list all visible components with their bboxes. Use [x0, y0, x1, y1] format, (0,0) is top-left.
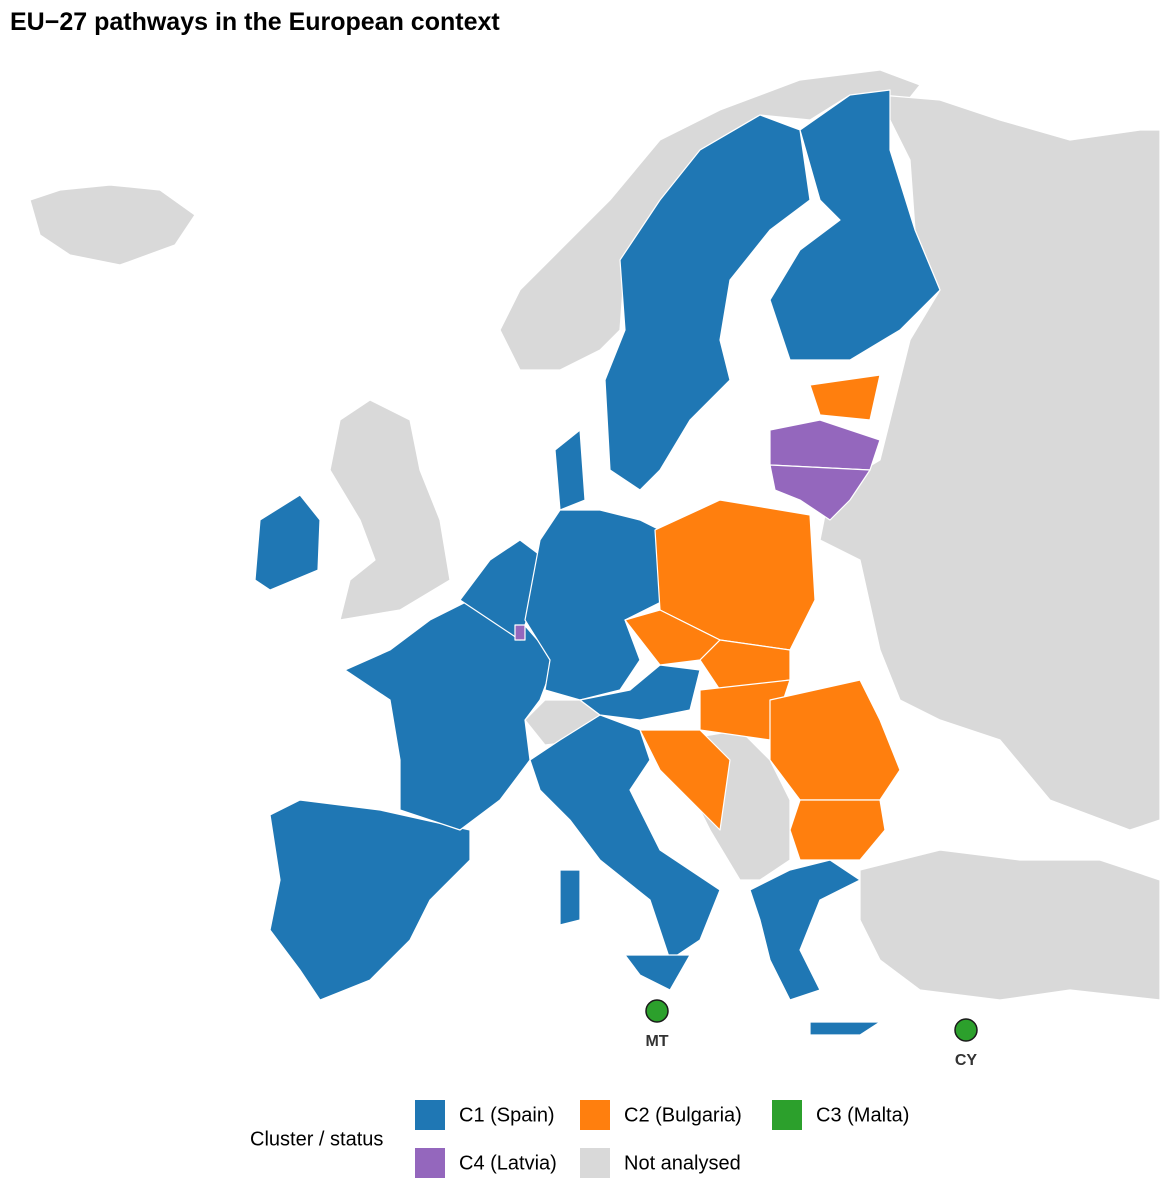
country: [514, 624, 526, 641]
country: [769, 89, 941, 361]
legend-label: C1 (Spain): [459, 1104, 555, 1126]
country: [604, 114, 811, 491]
country: [524, 509, 666, 701]
country: [499, 69, 921, 371]
country: [769, 419, 881, 471]
country: [624, 954, 691, 991]
legend-title: Cluster / status: [250, 1128, 383, 1150]
country: [344, 599, 556, 831]
legend-label: Not analysed: [624, 1152, 741, 1174]
legend-swatch: [772, 1100, 802, 1130]
country: [699, 639, 791, 691]
country: [859, 849, 1161, 1001]
legend-swatch: [415, 1100, 445, 1130]
legend-label: C4 (Latvia): [459, 1152, 557, 1174]
country: [809, 1021, 881, 1036]
legend-label: C2 (Bulgaria): [624, 1104, 742, 1126]
country: [579, 664, 701, 721]
country: [254, 494, 321, 591]
country: [29, 184, 196, 266]
country: [769, 464, 871, 521]
country: [269, 799, 471, 1001]
marker-label: CY: [955, 1052, 978, 1069]
country: [559, 869, 581, 926]
marker-label: MT: [645, 1033, 668, 1050]
legend-swatch: [580, 1148, 610, 1178]
legend-swatch: [580, 1100, 610, 1130]
country: [789, 799, 886, 861]
country: [769, 679, 901, 801]
countries: [29, 69, 1161, 1036]
country: [554, 429, 586, 511]
marker: [645, 999, 669, 1023]
country: [749, 859, 861, 1001]
legend-label: C3 (Malta): [816, 1104, 909, 1126]
marker: [954, 1018, 978, 1042]
country: [529, 714, 721, 961]
map-title: EU−27 pathways in the European context: [10, 8, 500, 36]
country: [639, 729, 731, 831]
legend-swatch: [415, 1148, 445, 1178]
country: [809, 374, 881, 421]
country: [329, 399, 451, 621]
